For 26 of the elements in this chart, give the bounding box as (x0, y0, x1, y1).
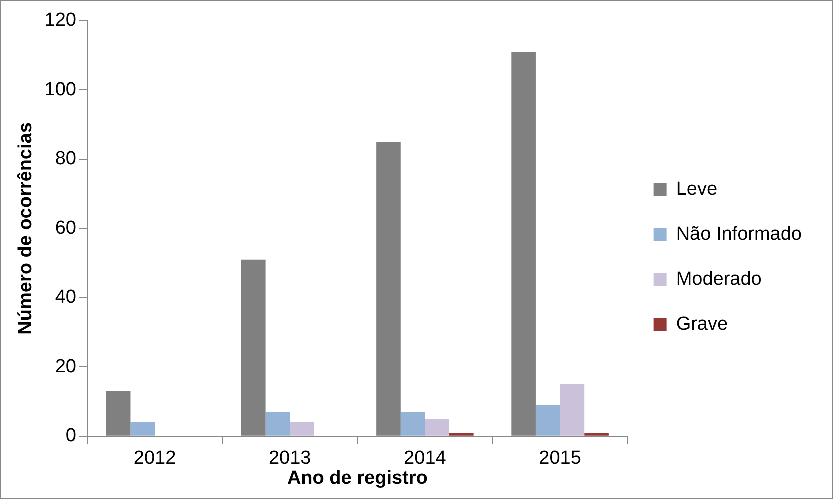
bar (560, 384, 585, 436)
x-tick-label: 2015 (539, 448, 582, 470)
y-tick-label: 120 (44, 10, 76, 32)
y-tick-label: 20 (55, 356, 76, 378)
y-axis-title: Número de ocorrências (16, 122, 37, 335)
y-tick-label: 0 (66, 426, 76, 447)
legend-label: Moderado (676, 269, 762, 290)
x-axis-title: Ano de registro (287, 468, 428, 489)
x-tick-label: 2014 (404, 448, 447, 470)
bar (425, 419, 450, 436)
bar (450, 432, 474, 436)
bar (400, 412, 426, 436)
bar (290, 422, 314, 436)
bar (584, 432, 609, 436)
bar (536, 405, 560, 436)
x-tick-label: 2013 (268, 448, 312, 470)
bar (266, 412, 290, 436)
legend-label: Não Informado (676, 224, 802, 246)
x-tick-label: 2012 (134, 448, 176, 470)
y-tick-label: 60 (55, 218, 76, 239)
y-tick-label: 40 (55, 287, 76, 308)
y-tick-label: 80 (55, 148, 76, 170)
legend-label: Grave (676, 314, 728, 336)
y-tick-label: 100 (44, 79, 76, 100)
legend-label: Leve (676, 179, 718, 200)
bar (130, 422, 156, 436)
